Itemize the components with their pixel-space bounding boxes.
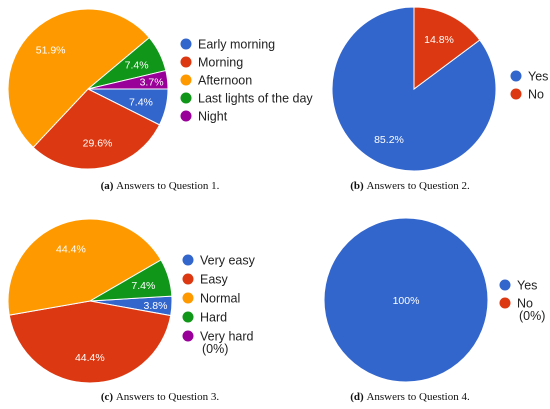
legend-marker [182, 273, 194, 285]
legend-note: (0%) [519, 309, 545, 323]
slice-percentage-label: 44.4% [75, 352, 105, 364]
pie-slice-afternoon [7, 8, 151, 149]
legend-marker [499, 297, 511, 309]
legend-marker [180, 56, 192, 68]
pie-slice-morning [32, 88, 161, 170]
legend-label: No [517, 297, 533, 311]
legend-3: Very easy Easy Normal Hard Very hard(0%) [182, 254, 256, 356]
legend-marker [182, 292, 194, 304]
legend-2: Yes No [510, 70, 548, 102]
legend-label: Easy [200, 273, 229, 287]
pie-chart-2: 85.2% 14.8% [331, 6, 497, 172]
legend-note: (0%) [202, 342, 228, 356]
legend-marker [182, 254, 194, 266]
pie-slice-yes [323, 217, 489, 383]
legend-label: Early morning [198, 38, 275, 52]
slice-percentage-label: 51.9% [36, 44, 66, 56]
legend-marker [180, 74, 192, 86]
figure-caption: (a) Answers to Question 1. [101, 180, 220, 192]
legend-label: Morning [198, 56, 243, 70]
pie-slice-no [413, 6, 481, 90]
legend-marker [510, 88, 522, 100]
slice-percentage-label: 85.2% [374, 134, 404, 146]
pie-slice-night [87, 69, 169, 90]
slice-percentage-label: 3.7% [140, 77, 164, 89]
legend-label: Yes [517, 279, 537, 293]
legend-marker [499, 279, 511, 291]
pie-slice-easy [8, 300, 172, 384]
slice-percentage-label: 7.4% [125, 60, 149, 72]
pie-slice-hard [89, 259, 173, 302]
legend-label: Night [198, 110, 228, 124]
figure-caption: (c) Answers to Question 3. [101, 391, 219, 403]
legend-label: Normal [200, 292, 240, 306]
legend-4: Yes No(0%) [499, 279, 545, 323]
legend-marker [182, 330, 194, 342]
legend-label: Afternoon [198, 74, 252, 88]
pie-slice-normal [7, 218, 162, 316]
legend-marker [180, 92, 192, 104]
slice-percentage-label: 3.8% [144, 300, 168, 312]
figure-caption: (d) Answers to Question 4. [350, 391, 470, 403]
legend-label: Hard [200, 311, 227, 325]
legend-label: Very easy [200, 254, 256, 268]
legend-label: Last lights of the day [198, 92, 313, 106]
slice-percentage-label: 44.4% [56, 244, 86, 256]
legend-label: No [528, 88, 544, 102]
legend-marker [182, 311, 194, 323]
pie-chart-4: 100% [323, 217, 489, 383]
legend-marker [180, 38, 192, 50]
slice-percentage-label: 100% [393, 295, 420, 307]
legend-marker [180, 110, 192, 122]
slice-percentage-label: 7.4% [129, 97, 153, 109]
legend-label: Very hard [200, 330, 254, 344]
slice-percentage-label: 14.8% [424, 34, 454, 46]
legend-label: Yes [528, 70, 548, 84]
legend-1: Early morning Morning Afternoon Last lights… [180, 38, 313, 124]
figure-caption: (b) Answers to Question 2. [350, 180, 470, 192]
slice-percentage-label: 29.6% [83, 138, 113, 150]
pie-chart-3: 3.8% 44.4% 44.4% 7.4% [7, 218, 173, 384]
pie-chart-1: 7.4% 29.6% 51.9% 7.4% 3.7% [7, 8, 169, 170]
legend-marker [510, 70, 522, 82]
slice-percentage-label: 7.4% [131, 280, 155, 292]
pie-slice-yes [331, 6, 497, 172]
